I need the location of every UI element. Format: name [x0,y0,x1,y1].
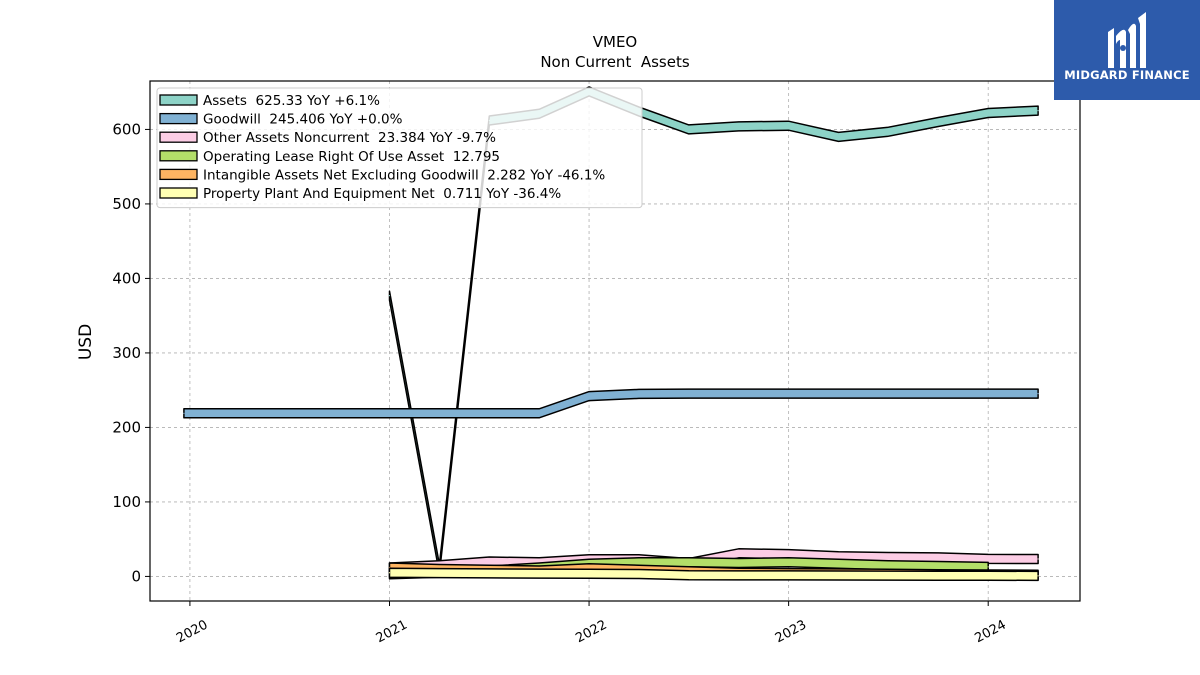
data-point [1037,575,1039,577]
data-point [538,573,540,575]
data-point [1037,393,1039,395]
data-point [987,575,989,577]
y-axis-label: USD [76,324,96,360]
data-point [638,561,640,563]
legend-swatch [159,94,198,106]
data-point [688,393,690,395]
x-tick-label: 2024 [972,618,1008,647]
data-point [488,572,490,575]
chart-title: VMEO [593,33,638,51]
y-tick-label: 200 [112,418,141,436]
data-point [887,564,890,566]
y-tick-label: 600 [112,120,141,138]
data-point [987,393,989,395]
data-point [588,573,590,575]
y-tick-label: 100 [112,493,141,511]
legend-swatch [159,187,198,199]
data-point [339,412,341,414]
data-point [538,412,540,414]
brand-logo: MIDGARD FINANCE [1054,0,1200,100]
y-tick-label: 500 [112,195,141,213]
x-tick-label: 2020 [174,618,210,647]
legend-label: Goodwill 245.406 YoY +0.0% [203,112,403,128]
data-point [837,563,840,565]
x-tick-label: 2022 [573,618,609,647]
data-point [837,393,840,395]
series-band-5 [388,567,1039,582]
data-point [837,136,840,138]
data-point [788,574,790,577]
y-tick-label: 400 [112,269,141,287]
data-point [588,567,590,569]
legend-swatch [159,131,198,143]
data-point [788,393,790,395]
series-band-1 [183,388,1039,419]
data-point [738,574,740,577]
data-point [588,395,590,397]
data-point [987,566,989,568]
legend-label: Intangible Assets Net Excluding Goodwill… [203,167,605,183]
data-point [488,560,490,563]
data-point [738,562,740,564]
data-point [688,574,690,576]
x-tick-label: 2021 [374,618,410,647]
x-tick-label: 2023 [773,618,809,647]
data-point [837,555,840,557]
legend-swatch [159,150,198,162]
legend-box [156,87,643,209]
data-point [1037,110,1039,112]
data-point [887,131,890,133]
data-point [788,553,790,555]
legend-swatch [159,168,198,181]
data-point [937,565,939,567]
data-point [438,572,440,574]
plot-frame [149,80,1081,602]
legend-label: Operating Lease Right Of Use Asset 12.79… [203,149,500,165]
data-point [738,552,740,554]
data-point [688,561,690,563]
data-point [183,412,185,414]
data-point [937,556,939,559]
data-point [738,125,740,127]
data-point [388,295,391,297]
data-point [937,575,939,577]
legend-label: Property Plant And Equipment Net 0.711 Y… [203,186,561,202]
data-point [638,393,640,395]
series-layer [183,86,1039,582]
logo-text: MIDGARD FINANCE [1064,68,1190,82]
data-point [937,121,939,123]
data-point [388,412,391,414]
data-point [289,412,291,414]
y-tick-label: 300 [112,344,141,362]
data-point [239,412,241,414]
data-point [738,393,740,395]
data-point [887,556,890,558]
data-point [788,561,790,563]
legend: Assets 625.33 YoY +6.1% Goodwill 245.406 … [156,87,643,209]
data-point [1037,558,1039,560]
y-tick-label: 0 [131,567,141,585]
logo-mark-icon [1108,12,1146,68]
data-point [887,393,890,395]
data-point [388,572,391,574]
data-point [837,574,840,577]
data-point [937,393,939,395]
chart-subtitle: Non Current Assets [540,53,690,71]
data-point [438,412,440,414]
data-point [987,112,989,114]
data-point [688,128,690,130]
data-point [887,575,890,577]
data-point [987,558,989,560]
legend-swatch [159,112,198,125]
data-point [488,412,490,414]
data-point [788,125,790,127]
legend-label: Assets 625.33 YoY +6.1% [203,93,380,109]
data-point [638,573,640,575]
legend-label: Other Assets Noncurrent 23.384 YoY -9.7% [203,130,496,146]
